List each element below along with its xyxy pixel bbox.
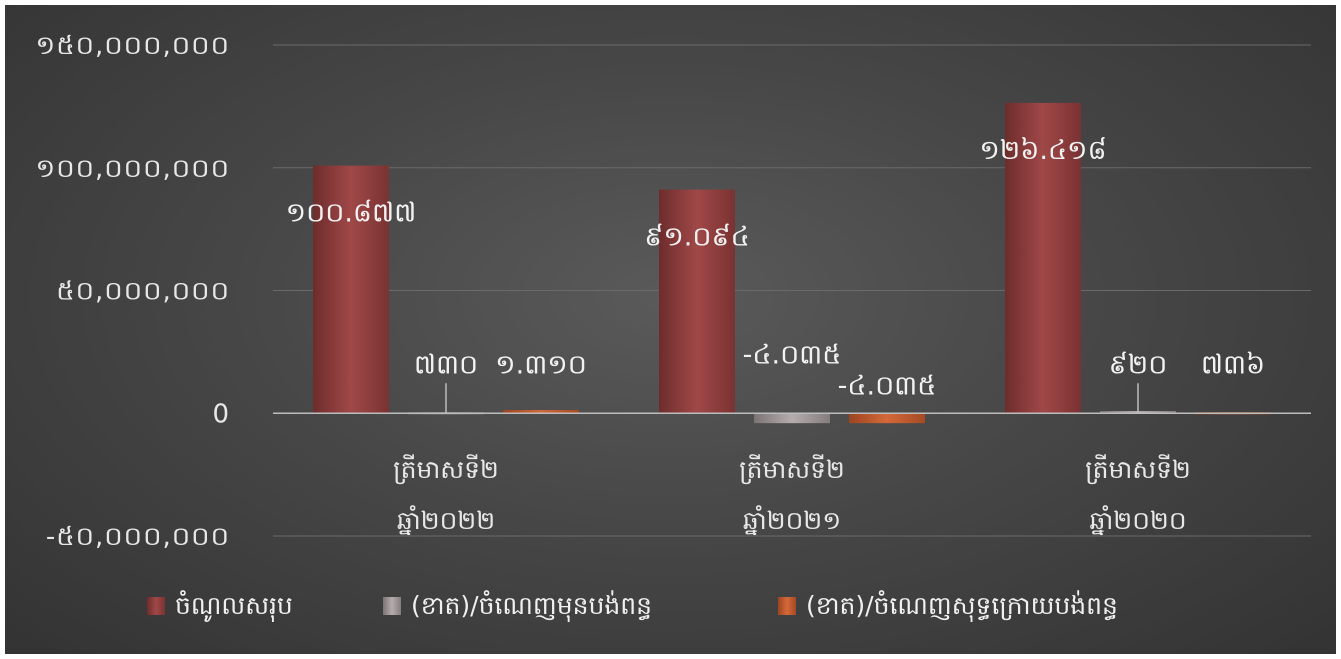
legend-item: (ខាត)/ចំណេញមុនបង់ពន្ធ xyxy=(383,590,652,622)
x-tick-label: ត្រីមាសទី២ xyxy=(739,454,845,485)
bar xyxy=(1005,102,1081,414)
y-tick-label: ១០០,០០០,០០០ xyxy=(36,154,230,184)
y-tick-label: ៥០,០០០,០០០ xyxy=(56,277,230,307)
x-tick-label: ឆ្នាំ២០២២ xyxy=(397,505,495,536)
chart-area: -៥០,០០០,០០០ 0 ៥០,០០០,០០០ ១០០,០០០,០០០ ១៥០,០០០… xyxy=(5,5,1336,654)
x-tick-label: ឆ្នាំ២០២០ xyxy=(1089,505,1186,536)
bar-chart: -៥០,០០០,០០០ 0 ៥០,០០០,០០០ ១០០,០០០,០០០ ១៥០,០០០… xyxy=(36,31,1311,622)
data-label: ១.៣១០ xyxy=(495,349,587,380)
data-label: ៩១.០៩៤ xyxy=(644,222,749,253)
legend-item: ចំណូលសរុប xyxy=(147,590,293,622)
data-label: ៧៣០ xyxy=(414,349,478,380)
data-label: ១០០.៨៧៧ xyxy=(286,198,417,229)
legend: ចំណូលសរុប (ខាត)/ចំណេញមុនបង់ពន្ធ (ខាត)/ចំណេ… xyxy=(147,590,1118,622)
bar xyxy=(503,410,579,414)
bar xyxy=(849,413,925,424)
legend-item: (ខាត)/ចំណេញសុទ្ធក្រោយបង់ពន្ធ xyxy=(778,590,1118,622)
legend-swatch xyxy=(147,597,165,615)
x-tick-label: ត្រីមាសទី២ xyxy=(1085,454,1191,485)
gridlines xyxy=(273,44,1311,537)
bar xyxy=(659,189,735,414)
legend-swatch xyxy=(778,597,796,615)
x-tick-label: ឆ្នាំ២០២១ xyxy=(743,505,841,536)
legend-label: (ខាត)/ចំណេញសុទ្ធក្រោយបង់ពន្ធ xyxy=(806,590,1118,622)
y-tick-label: -៥០,០០០,០០០ xyxy=(46,522,230,552)
bar xyxy=(754,413,830,424)
bar xyxy=(313,165,389,414)
legend-label: (ខាត)/ចំណេញមុនបង់ពន្ធ xyxy=(411,590,652,622)
data-label: -៤.០៣៥ xyxy=(838,370,937,401)
y-axis-ticks: -៥០,០០០,០០០ 0 ៥០,០០០,០០០ ១០០,០០០,០០០ ១៥០,០០០… xyxy=(36,31,230,552)
legend-swatch xyxy=(383,597,401,615)
y-tick-label: ១៥០,០០០,០០០ xyxy=(36,31,230,61)
data-label: ១២៦.៤១៨ xyxy=(979,135,1106,166)
data-label: ៧៣៦ xyxy=(1201,349,1265,380)
data-label: ៩២០ xyxy=(1109,349,1168,380)
bars xyxy=(313,102,1271,424)
y-tick-label: 0 xyxy=(212,399,230,429)
data-label: -៤.០៣៥ xyxy=(743,339,842,370)
legend-label: ចំណូលសរុប xyxy=(175,590,293,622)
x-axis-categories: ត្រីមាសទី២ឆ្នាំ២០២២ ត្រីមាសទី២ឆ្នាំ២០២១ ត្… xyxy=(393,454,1191,536)
x-tick-label: ត្រីមាសទី២ xyxy=(393,454,499,485)
